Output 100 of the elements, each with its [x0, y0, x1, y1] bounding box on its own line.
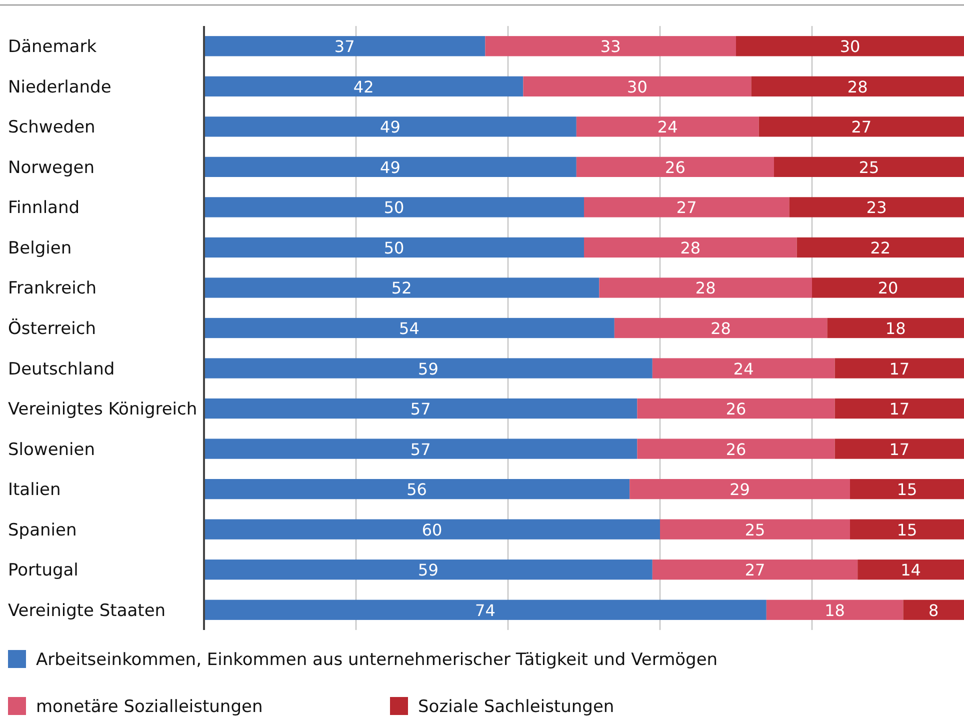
- data-label: 50: [384, 198, 404, 218]
- data-label: 17: [889, 440, 910, 459]
- data-label: 28: [695, 278, 716, 298]
- data-label: 74: [475, 600, 496, 620]
- y-tick-label: Belgien: [8, 238, 72, 258]
- bar: [523, 76, 752, 96]
- data-label: 29: [730, 480, 750, 500]
- legend-label: Arbeitseinkommen, Einkommen aus unternehmerischer Tätigkeit und Vermögen: [36, 650, 718, 670]
- data-label: 24: [733, 359, 754, 378]
- y-tick-label: Österreich: [8, 318, 96, 339]
- bar: [789, 197, 964, 218]
- bar: [630, 479, 850, 500]
- data-label: 14: [900, 560, 921, 580]
- bar: [637, 438, 835, 459]
- data-label: 60: [422, 520, 442, 540]
- data-label: 22: [870, 238, 891, 258]
- y-tick-label: Spanien: [8, 520, 77, 540]
- bar: [485, 36, 736, 56]
- bar: [204, 237, 584, 258]
- y-tick-label: Frankreich: [8, 278, 96, 299]
- y-tick-label: Vereinigtes Königreich: [8, 400, 198, 420]
- bar: [903, 600, 964, 620]
- bar: [204, 116, 576, 137]
- y-tick-label: Slowenien: [8, 440, 96, 460]
- data-label: 24: [657, 118, 678, 137]
- bar: [204, 197, 584, 218]
- y-tick-label: Finnland: [8, 198, 80, 218]
- data-label: 17: [889, 359, 910, 378]
- data-label: 28: [847, 77, 868, 96]
- data-label: 52: [391, 278, 412, 298]
- data-label: 15: [896, 520, 918, 540]
- data-label: 28: [680, 238, 701, 258]
- y-tick-label: Dänemark: [8, 37, 97, 58]
- data-label: 23: [866, 198, 887, 218]
- bar: [660, 519, 850, 540]
- bar: [204, 358, 652, 378]
- y-tick-label: Norwegen: [8, 158, 94, 178]
- bar: [766, 600, 904, 620]
- bar: [850, 519, 964, 540]
- bar: [637, 398, 835, 419]
- data-label: 28: [710, 319, 731, 338]
- bar: [204, 76, 524, 96]
- bar: [599, 278, 812, 298]
- bar: [204, 560, 652, 580]
- data-label: 27: [676, 198, 697, 218]
- legend-label: Soziale Sachleistungen: [418, 697, 614, 717]
- data-label: 26: [665, 158, 686, 177]
- data-label: 57: [410, 400, 431, 419]
- bar: [652, 560, 858, 580]
- data-label: 30: [627, 77, 648, 96]
- data-label: 25: [744, 520, 766, 540]
- y-tick-label: Vereinigte Staaten: [8, 600, 166, 621]
- data-label: 59: [418, 359, 438, 378]
- data-label: 20: [878, 278, 898, 298]
- data-label: 26: [726, 400, 746, 419]
- y-tick-label: Portugal: [8, 560, 78, 581]
- data-label: 54: [399, 319, 420, 338]
- bar: [834, 398, 964, 419]
- data-label: 49: [380, 158, 400, 177]
- data-label: 8: [928, 600, 939, 620]
- data-label: 50: [384, 238, 404, 258]
- y-tick-label: Niederlande: [8, 77, 112, 98]
- bar: [834, 438, 964, 459]
- bar: [858, 560, 964, 580]
- data-label: 49: [380, 118, 400, 137]
- bar: [827, 318, 964, 338]
- data-label: 18: [824, 600, 845, 620]
- data-label: 18: [885, 319, 906, 338]
- bar: [774, 156, 964, 177]
- y-tick-label: Italien: [8, 480, 61, 500]
- bar: [204, 519, 660, 540]
- bar: [584, 197, 790, 218]
- bar: [204, 156, 576, 177]
- data-label: 27: [744, 560, 766, 580]
- bar: [576, 116, 759, 137]
- bar: [204, 600, 766, 620]
- data-label: 30: [840, 37, 860, 56]
- bar: [812, 278, 964, 298]
- bar: [204, 398, 638, 419]
- bar: [751, 76, 964, 96]
- bar: [850, 479, 964, 500]
- data-label: 59: [418, 560, 438, 580]
- data-label: 26: [726, 440, 746, 459]
- data-label: 42: [353, 77, 374, 96]
- bar: [584, 237, 797, 258]
- data-label: 33: [600, 37, 621, 56]
- data-label: 57: [410, 440, 431, 459]
- bar: [204, 36, 486, 56]
- data-label: 56: [406, 480, 427, 500]
- data-label: 27: [851, 118, 872, 137]
- bar: [576, 156, 774, 177]
- data-label: 17: [889, 400, 910, 419]
- data-label: 25: [858, 158, 880, 177]
- data-label: 15: [896, 480, 918, 500]
- bar: [204, 318, 614, 338]
- bar: [736, 36, 964, 56]
- y-tick-label: Deutschland: [8, 359, 115, 380]
- bar: [204, 479, 630, 500]
- bar: [834, 358, 964, 378]
- bar: [796, 237, 964, 258]
